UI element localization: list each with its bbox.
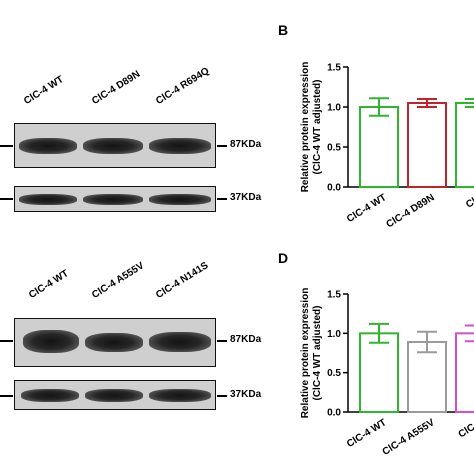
y-axis-label-2: (ClC-4 WT adjusted) xyxy=(312,306,323,401)
band xyxy=(83,138,143,154)
marker-tick xyxy=(0,340,13,342)
blot-87kda-top xyxy=(14,123,216,168)
band xyxy=(19,138,77,154)
band xyxy=(21,389,79,402)
x-category-label: ClC xyxy=(464,192,474,210)
y-tick-label: 0.0 xyxy=(327,183,341,194)
y-tick-label: 0.0 xyxy=(327,408,341,419)
size-label: 87KDa xyxy=(230,139,262,150)
marker-tick xyxy=(0,198,13,200)
chart-b: 0.0 0.5 1.0 1.5 Relative protein expression(… xyxy=(300,62,474,230)
y-axis-label: Relative protein expression xyxy=(300,62,311,193)
y-tick-label: 1.5 xyxy=(327,63,341,74)
y-tick-label: 1.0 xyxy=(327,103,341,114)
marker-tick xyxy=(217,340,227,342)
band xyxy=(23,330,79,353)
blot-37kda-top xyxy=(14,186,216,212)
x-category-label: ClC-4 xyxy=(457,417,474,440)
y-tick-label: 0.5 xyxy=(327,368,341,379)
bar xyxy=(455,102,474,188)
y-axis-label: Relative protein expression xyxy=(300,288,311,419)
band xyxy=(83,194,143,205)
marker-tick xyxy=(217,198,227,200)
y-tick-label: 0.5 xyxy=(327,143,341,154)
x-category-label: ClC-4 A555V xyxy=(381,417,437,458)
panel-letter-d: D xyxy=(278,250,289,266)
band xyxy=(149,194,211,205)
chart-d: 0.0 0.5 1.0 1.5 Relative protein expression(… xyxy=(300,288,474,458)
band xyxy=(149,389,211,402)
size-label: 37KDa xyxy=(230,192,262,203)
band xyxy=(19,194,77,205)
y-axis-label-2: (ClC-4 WT adjusted) xyxy=(312,80,323,175)
size-label: 37KDa xyxy=(230,389,262,400)
bar xyxy=(407,102,447,188)
bar xyxy=(407,340,447,413)
panel-letter-b: B xyxy=(278,22,289,38)
x-category-label: ClC-4 WT xyxy=(345,192,389,225)
blot-87kda-bottom xyxy=(14,318,216,367)
y-tick-label: 1.0 xyxy=(327,329,341,340)
band xyxy=(149,332,211,352)
band xyxy=(85,389,143,402)
band xyxy=(85,333,143,352)
band xyxy=(149,138,211,154)
marker-tick xyxy=(0,145,13,147)
marker-tick xyxy=(217,145,227,147)
size-label: 87KDa xyxy=(230,334,262,345)
x-category-label: ClC-4 D89N xyxy=(385,192,437,230)
bar xyxy=(455,332,474,414)
blot-37kda-bottom xyxy=(14,380,216,410)
y-tick-label: 1.5 xyxy=(327,290,341,301)
x-category-label: ClC-4 WT xyxy=(345,417,389,450)
marker-tick xyxy=(217,395,227,397)
bar xyxy=(359,106,399,188)
marker-tick xyxy=(0,395,13,397)
bar xyxy=(359,332,399,414)
